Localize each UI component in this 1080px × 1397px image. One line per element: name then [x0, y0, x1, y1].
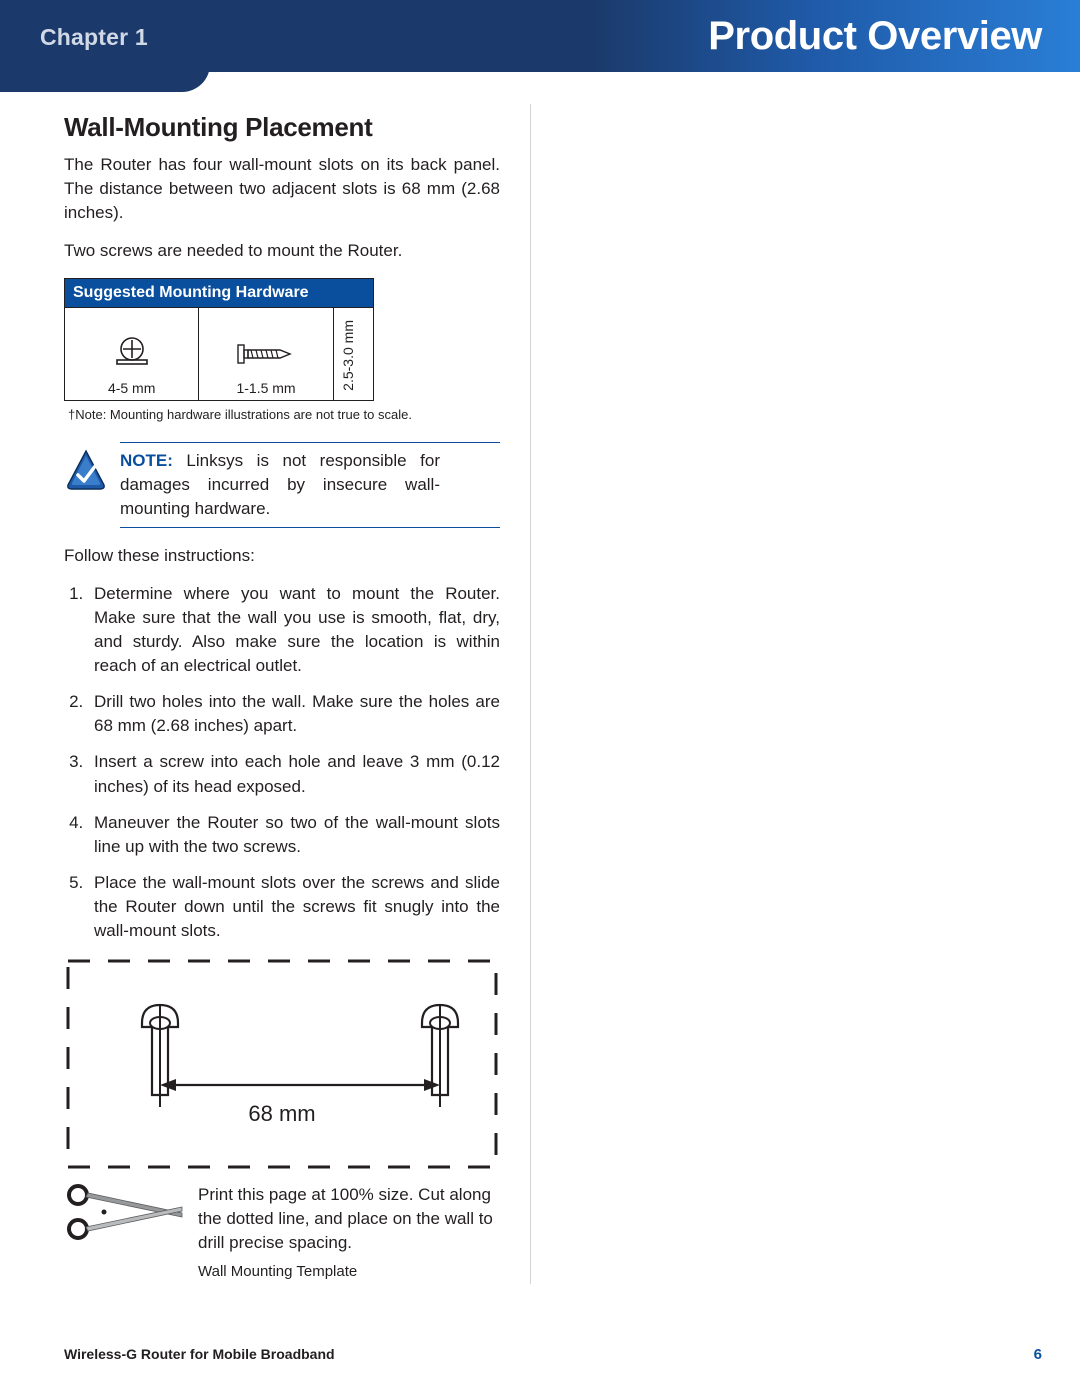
screw-head-icon — [69, 332, 194, 376]
note-box: NOTE: Linksys is not responsible for dam… — [64, 442, 500, 527]
content-column: Wall-Mounting Placement The Router has f… — [64, 112, 500, 1280]
intro-paragraph-1: The Router has four wall-mount slots on … — [64, 153, 500, 225]
footer-page-number: 6 — [1034, 1346, 1042, 1363]
screw-side-icon — [203, 332, 328, 376]
instructions-list: Determine where you want to mount the Ro… — [64, 582, 500, 944]
footer-product-name: Wireless-G Router for Mobile Broadband — [64, 1346, 335, 1362]
template-instruction-text: Print this page at 100% size. Cut along … — [198, 1183, 498, 1254]
page-footer: Wireless-G Router for Mobile Broadband 6 — [64, 1346, 1042, 1363]
hardware-col1-label: 4-5 mm — [108, 380, 155, 396]
hardware-footnote: †Note: Mounting hardware illustrations a… — [64, 407, 500, 424]
intro-paragraph-2: Two screws are needed to mount the Route… — [64, 239, 500, 263]
template-distance-label: 68 mm — [64, 1101, 500, 1127]
hardware-col2-label: 1-1.5 mm — [236, 380, 295, 396]
scissors-icon — [64, 1183, 184, 1246]
header-title: Product Overview — [708, 14, 1042, 59]
note-text: NOTE: Linksys is not responsible for dam… — [120, 449, 440, 520]
template-instruction-row: Print this page at 100% size. Cut along … — [64, 1183, 500, 1254]
step-3: Insert a screw into each hole and leave … — [88, 750, 500, 798]
hardware-table-title: Suggested Mounting Hardware — [65, 278, 374, 307]
mounting-template-diagram: 68 mm — [64, 955, 500, 1173]
hardware-col3-label: 2.5-3.0 mm — [338, 314, 358, 397]
hardware-cell-depth: 2.5-3.0 mm — [333, 307, 373, 401]
step-1: Determine where you want to mount the Ro… — [88, 582, 500, 679]
hardware-cell-screw-side: 1-1.5 mm — [199, 307, 333, 401]
hardware-cell-screw-head: 4-5 mm — [65, 307, 199, 401]
hardware-table: Suggested Mounting Hardware 4-5 mm — [64, 278, 374, 402]
step-2: Drill two holes into the wall. Make sure… — [88, 690, 500, 738]
note-check-icon — [64, 449, 108, 496]
chapter-label: Chapter 1 — [40, 24, 148, 51]
note-rule-bottom — [120, 527, 500, 528]
instructions-lead: Follow these instructions: — [64, 544, 500, 568]
chapter-tab: Chapter 1 — [0, 0, 210, 92]
step-5: Place the wall-mount slots over the scre… — [88, 871, 500, 943]
step-4: Maneuver the Router so two of the wall-m… — [88, 811, 500, 859]
note-label: NOTE: — [120, 451, 173, 470]
note-rule-top — [120, 442, 500, 443]
column-divider — [530, 104, 531, 1284]
section-heading: Wall-Mounting Placement — [64, 112, 500, 143]
template-caption: Wall Mounting Template — [198, 1263, 500, 1280]
